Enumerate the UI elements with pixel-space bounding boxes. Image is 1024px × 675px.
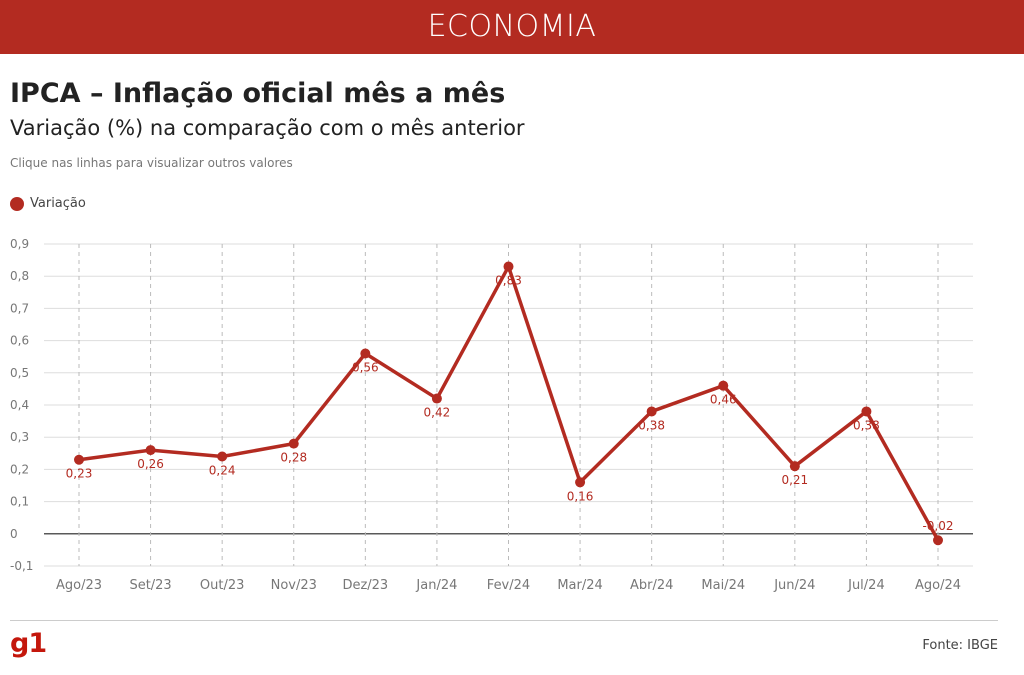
data-label: 0,83 (495, 274, 522, 288)
data-point[interactable] (145, 445, 156, 456)
x-tick-label: Jun/24 (773, 578, 815, 593)
data-point[interactable] (933, 535, 943, 546)
y-tick-label: 0,1 (10, 495, 29, 509)
data-label: 0,42 (424, 406, 451, 420)
data-label: 0,23 (66, 467, 93, 481)
data-point[interactable] (718, 380, 729, 391)
data-point[interactable] (74, 454, 84, 465)
source-note: Fonte: IBGE (922, 638, 998, 653)
data-point[interactable] (288, 438, 299, 449)
data-label: 0,24 (209, 464, 236, 478)
x-tick-label: Jul/24 (847, 578, 885, 593)
y-tick-label: 0,4 (10, 398, 29, 412)
y-tick-label: 0,9 (10, 237, 29, 251)
data-label: 0,26 (137, 457, 164, 471)
data-label: 0,38 (853, 418, 880, 432)
y-tick-label: 0,2 (10, 462, 29, 476)
line-chart[interactable]: -0,1 0 0,1 0,2 0,3 0,4 0,5 0,6 0,7 0,8 0,9 Ago/23 Se… (0, 230, 1024, 600)
chart-series[interactable] (74, 261, 943, 546)
y-tick-label: 0 (10, 527, 18, 541)
data-point[interactable] (861, 406, 872, 417)
section-banner: ECONOMIA (0, 0, 1024, 54)
legend-label: Variação (30, 196, 86, 211)
series-line-variacao[interactable] (77, 264, 940, 542)
data-label: 0,21 (781, 473, 808, 487)
data-point[interactable] (503, 261, 514, 272)
x-tick-label: Mar/24 (557, 578, 602, 593)
data-point[interactable] (431, 393, 442, 404)
legend-item-variacao[interactable]: Variação (10, 196, 86, 211)
x-tick-label: Fev/24 (487, 578, 530, 593)
data-label: 0,38 (638, 418, 665, 432)
chart-subtitle: Variação (%) na comparação com o mês ant… (10, 116, 525, 140)
data-point[interactable] (360, 348, 371, 359)
y-tick-label: 0,7 (10, 301, 29, 315)
data-point[interactable] (575, 477, 586, 488)
footer-divider (10, 620, 998, 621)
data-label: 0,56 (352, 360, 379, 374)
section-title: ECONOMIA (427, 9, 597, 44)
y-tick-label: 0,3 (10, 430, 29, 444)
chart-grid (44, 243, 973, 567)
data-label: 0,46 (710, 393, 737, 407)
chart-title: IPCA – Inflação oficial mês a mês (10, 78, 506, 109)
data-point[interactable] (646, 406, 657, 417)
data-point[interactable] (217, 451, 228, 462)
y-tick-label: 0,5 (10, 366, 29, 380)
legend-dot-icon (10, 196, 24, 211)
x-tick-label: Nov/23 (271, 578, 317, 593)
x-tick-label: Ago/24 (915, 578, 961, 593)
data-label: -0,02 (922, 519, 953, 533)
chart-axes: -0,1 0 0,1 0,2 0,3 0,4 0,5 0,6 0,7 0,8 0,9 Ago/23 Se… (10, 237, 961, 593)
g1-logo: g1 (10, 628, 47, 659)
x-tick-label: Abr/24 (630, 578, 673, 593)
y-tick-label: 0,8 (10, 269, 29, 283)
chart-hint: Clique nas linhas para visualizar outros… (10, 156, 293, 170)
x-tick-label: Set/23 (129, 578, 171, 593)
y-tick-label: -0,1 (10, 559, 33, 573)
y-tick-label: 0,6 (10, 334, 29, 348)
x-tick-label: Ago/23 (56, 578, 102, 593)
data-label: 0,16 (567, 489, 594, 503)
data-point[interactable] (789, 461, 800, 472)
x-tick-label: Out/23 (200, 578, 245, 593)
data-label: 0,28 (280, 451, 307, 465)
x-tick-label: Mai/24 (701, 578, 745, 593)
x-tick-label: Jan/24 (415, 578, 457, 593)
x-tick-label: Dez/23 (342, 578, 388, 593)
chart-data-labels: 0,23 0,26 0,24 0,28 0,56 0,42 0,83 0,16 0,38 0,46… (66, 274, 954, 534)
